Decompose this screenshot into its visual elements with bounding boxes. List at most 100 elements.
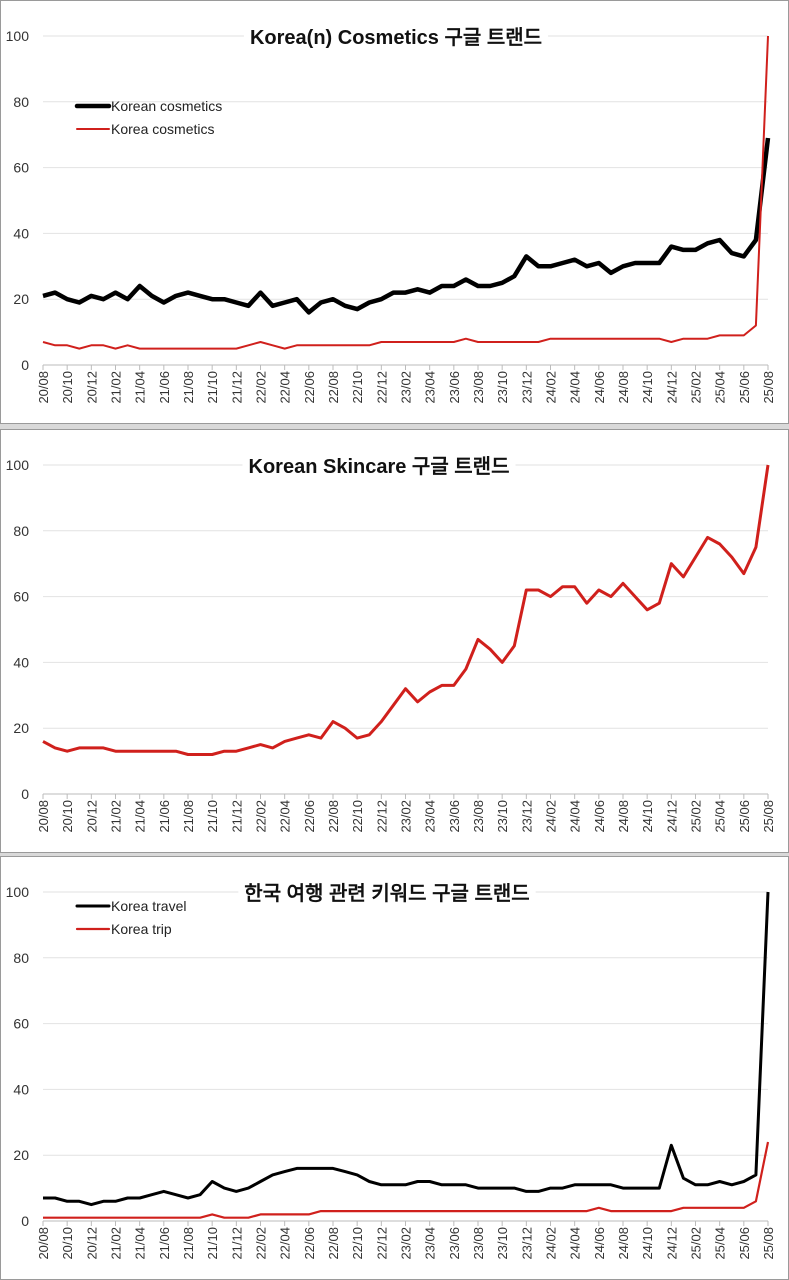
series-line-korea-cosmetics	[42, 35, 769, 350]
x-tick-label: 22/10	[350, 371, 365, 404]
x-tick-label: 22/12	[374, 800, 389, 833]
y-tick-label: 40	[13, 225, 29, 241]
x-tick-label: 25/04	[713, 371, 728, 404]
x-tick-label: 24/02	[544, 800, 559, 833]
x-tick-label: 21/06	[157, 371, 172, 404]
x-tick-label: 25/06	[737, 1227, 752, 1260]
x-tick-label: 24/06	[592, 800, 607, 833]
x-tick-label: 21/08	[181, 800, 196, 833]
x-tick-label: 22/04	[278, 1227, 293, 1260]
x-tick-label: 23/06	[447, 800, 462, 833]
x-tick-label: 23/02	[399, 800, 414, 833]
x-tick-label: 22/12	[374, 1227, 389, 1260]
title-background	[243, 21, 549, 49]
series-line-korea-trip	[43, 1141, 770, 1219]
x-tick-label: 24/12	[664, 800, 679, 833]
series-line-korean-cosmetics	[42, 137, 771, 315]
y-tick-label: 80	[13, 523, 29, 539]
x-tick-label: 23/08	[471, 1227, 486, 1260]
x-tick-label: 25/06	[737, 371, 752, 404]
x-tick-label: 21/06	[157, 1227, 172, 1260]
y-tick-label: 0	[21, 357, 29, 373]
x-tick-label: 23/08	[471, 800, 486, 833]
x-tick-label: 22/06	[302, 1227, 317, 1260]
y-tick-label: 0	[21, 786, 29, 802]
x-tick-label: 21/04	[133, 371, 148, 404]
x-tick-label: 25/02	[689, 1227, 704, 1260]
x-tick-label: 24/12	[664, 1227, 679, 1260]
x-tick-label: 23/12	[519, 800, 534, 833]
x-tick-label: 21/10	[205, 371, 220, 404]
x-tick-label: 21/04	[133, 800, 148, 833]
title-background	[238, 877, 536, 905]
x-tick-label: 24/08	[616, 1227, 631, 1260]
x-tick-label: 23/04	[423, 800, 438, 833]
x-tick-label: 24/12	[664, 371, 679, 404]
x-tick-label: 21/12	[229, 800, 244, 833]
x-tick-label: 24/10	[640, 1227, 655, 1260]
chart-title: 한국 여행 관련 키워드 구글 트랜드	[244, 882, 529, 905]
y-tick-label: 60	[13, 1016, 29, 1032]
y-tick-label: 20	[13, 1147, 29, 1163]
x-tick-label: 24/06	[592, 371, 607, 404]
x-tick-label: 20/08	[36, 800, 51, 833]
x-tick-label: 21/10	[205, 800, 220, 833]
chart-korean-cosmetics: 0 20 40 60 80 100 20/08 20/10 20/12 21/02 21/04 21/…	[6, 21, 776, 404]
x-tick-label: 21/06	[157, 800, 172, 833]
y-tick-label: 100	[6, 457, 30, 473]
x-tick-label: 23/02	[399, 371, 414, 404]
x-tick-label: 21/04	[133, 1227, 148, 1260]
x-tick-label: 20/10	[60, 371, 75, 404]
x-tick-label: 25/04	[713, 800, 728, 833]
x-tick-label: 22/10	[350, 1227, 365, 1260]
x-tick-label: 21/02	[109, 371, 124, 404]
x-tick-label: 20/12	[84, 800, 99, 833]
x-tick-label: 21/08	[181, 371, 196, 404]
x-tick-label: 25/02	[689, 371, 704, 404]
x-tick-label: 24/04	[568, 800, 583, 833]
x-tick-label: 21/10	[205, 1227, 220, 1260]
x-tick-label: 21/12	[229, 371, 244, 404]
series-line-korea-travel	[43, 891, 770, 1207]
x-tick-label: 22/08	[326, 1227, 341, 1260]
x-tick-label: 22/02	[254, 1227, 269, 1260]
x-tick-label: 24/06	[592, 1227, 607, 1260]
legend-label: Korea trip	[111, 921, 172, 937]
x-tick-label: 23/12	[519, 1227, 534, 1260]
x-tick-label: 24/08	[616, 800, 631, 833]
x-tick-label: 25/08	[761, 371, 776, 404]
y-tick-label: 40	[13, 654, 29, 670]
x-tick-label: 23/06	[447, 1227, 462, 1260]
chart-panel-korean-cosmetics: 0 20 40 60 80 100 20/08 20/10 20/12 21/02 21/04 21/…	[0, 0, 789, 424]
x-tick-label: 21/02	[109, 1227, 124, 1260]
x-tick-label: 25/06	[737, 800, 752, 833]
x-tick-label: 22/12	[374, 371, 389, 404]
title-background	[242, 450, 516, 478]
x-tick-label: 24/08	[616, 371, 631, 404]
x-tick-label: 23/08	[471, 371, 486, 404]
y-tick-label: 20	[13, 720, 29, 736]
x-tick-label: 20/12	[84, 1227, 99, 1260]
chart-panel-korea-travel: 0 20 40 60 80 100 20/08 20/10 20/12 21/02 21/04 21/…	[0, 856, 789, 1280]
chart-title: Korean Skincare 구글 트랜드	[249, 455, 510, 478]
x-tick-label: 23/12	[519, 371, 534, 404]
chart-korean-skincare: 0 20 40 60 80 100 20/08 20/10 20/12 21/02 21/04 21/…	[6, 450, 776, 833]
x-tick-label: 24/04	[568, 371, 583, 404]
series-line-series	[42, 464, 770, 756]
x-tick-label: 22/08	[326, 371, 341, 404]
y-tick-label: 80	[13, 950, 29, 966]
legend-label: Korea cosmetics	[111, 121, 214, 137]
legend-label: Korea travel	[111, 898, 186, 914]
chart-korea-travel: 0 20 40 60 80 100 20/08 20/10 20/12 21/02 21/04 21/…	[6, 877, 776, 1260]
x-tick-label: 25/08	[761, 1227, 776, 1260]
y-tick-label: 80	[13, 94, 29, 110]
x-tick-label: 25/02	[689, 800, 704, 833]
legend-label: Korean cosmetics	[111, 98, 222, 114]
x-tick-label: 22/04	[278, 371, 293, 404]
x-tick-label: 23/02	[399, 1227, 414, 1260]
x-tick-label: 20/10	[60, 1227, 75, 1260]
x-tick-label: 23/06	[447, 371, 462, 404]
x-tick-label: 24/10	[640, 371, 655, 404]
y-tick-label: 100	[6, 884, 30, 900]
